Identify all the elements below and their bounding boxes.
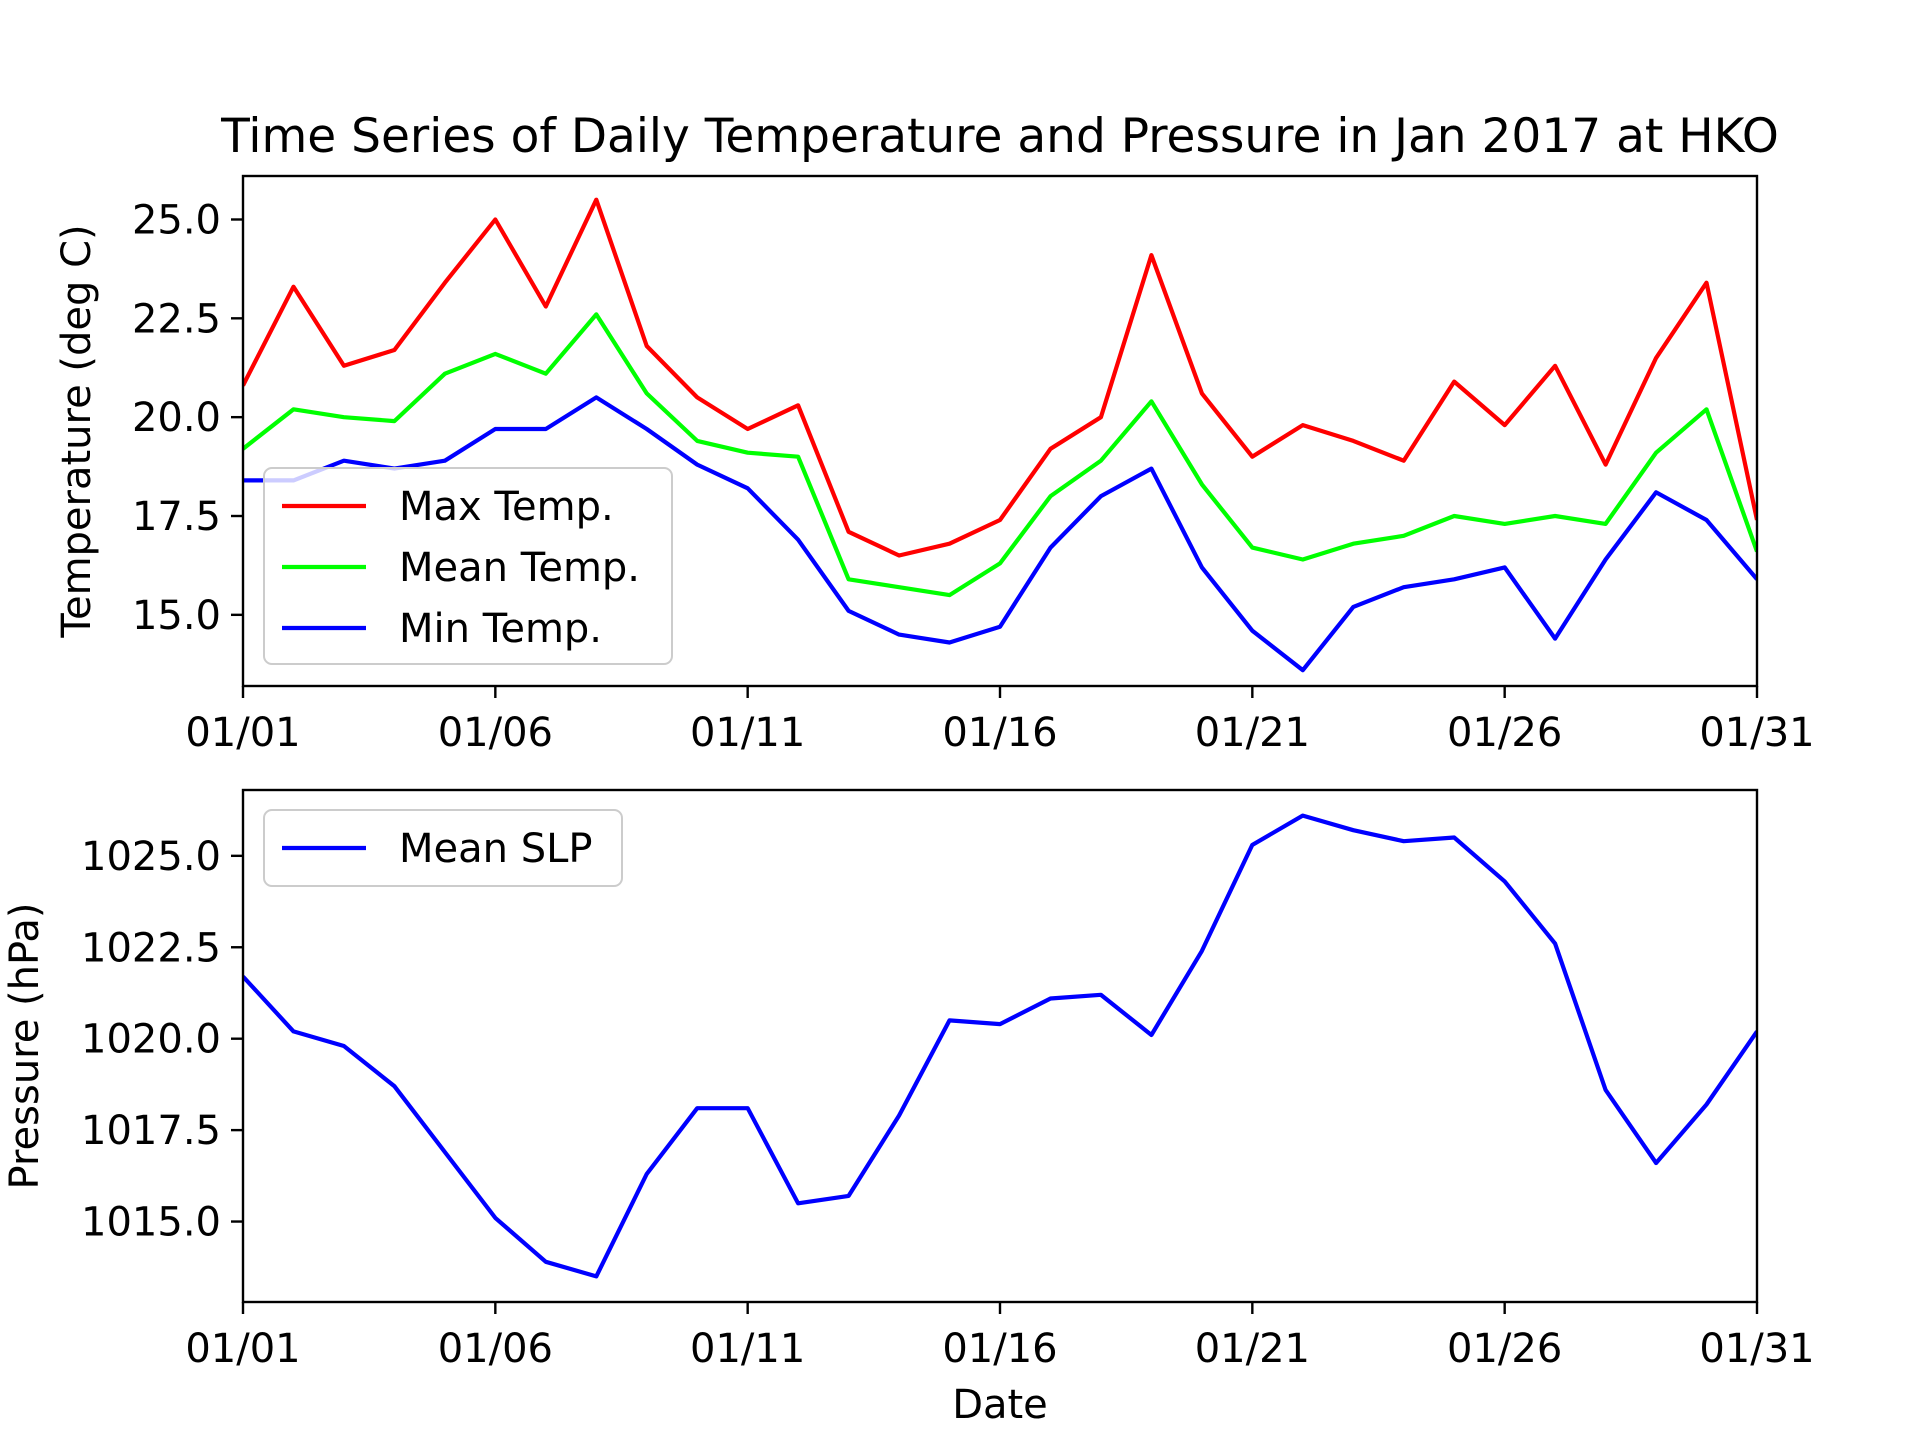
legend: Max Temp. Mean Temp. Min Temp. xyxy=(263,467,673,665)
x-tick-label: 01/16 xyxy=(942,1326,1057,1372)
series-line-min-temp xyxy=(243,395,1757,673)
x-tick-label: 01/11 xyxy=(690,1326,805,1372)
y-tick-label: 1022.5 xyxy=(81,925,221,971)
chart-title: Time Series of Daily Temperature and Pre… xyxy=(220,109,1779,164)
y-tick-label: 1015.0 xyxy=(81,1200,221,1246)
x-tick-label: 01/26 xyxy=(1447,710,1562,756)
x-axis-label: Date xyxy=(952,1382,1048,1428)
y-tick-label: 1025.0 xyxy=(81,834,221,880)
legend-entry: Mean Temp. xyxy=(399,545,640,591)
legend-entry: Max Temp. xyxy=(399,484,614,530)
legend-entry: Min Temp. xyxy=(399,606,602,652)
series-line-mean-temp xyxy=(243,312,1757,598)
x-tick-label: 01/06 xyxy=(438,710,553,756)
legend-box xyxy=(263,467,673,665)
x-tick-label: 01/21 xyxy=(1195,1326,1310,1372)
y-axis-label: Pressure (hPa) xyxy=(2,903,48,1190)
x-tick-label: 01/31 xyxy=(1699,710,1814,756)
y-tick-label: 17.5 xyxy=(132,494,221,540)
y-tick-label: 22.5 xyxy=(132,296,221,342)
x-tick-label: 01/11 xyxy=(690,710,805,756)
x-tick-label: 01/16 xyxy=(942,710,1057,756)
y-tick-label: 20.0 xyxy=(132,395,221,441)
y-tick-label: 1017.5 xyxy=(81,1108,221,1154)
y-tick-label: 25.0 xyxy=(132,197,221,243)
legend: Mean SLP xyxy=(263,809,623,887)
x-tick-label: 01/01 xyxy=(185,710,300,756)
series-line-max-temp xyxy=(243,197,1757,558)
series-line-mean-slp xyxy=(243,813,1757,1279)
x-tick-label: 01/21 xyxy=(1195,710,1310,756)
legend-entry: Mean SLP xyxy=(399,826,593,872)
x-tick-label: 01/31 xyxy=(1699,1326,1814,1372)
y-tick-label: 1020.0 xyxy=(81,1017,221,1063)
y-tick-label: 15.0 xyxy=(132,593,221,639)
x-tick-label: 01/01 xyxy=(185,1326,300,1372)
x-tick-label: 01/26 xyxy=(1447,1326,1562,1372)
legend-box xyxy=(263,809,623,887)
y-axis-label: Temperature (deg C) xyxy=(54,224,100,638)
x-tick-label: 01/06 xyxy=(438,1326,553,1372)
